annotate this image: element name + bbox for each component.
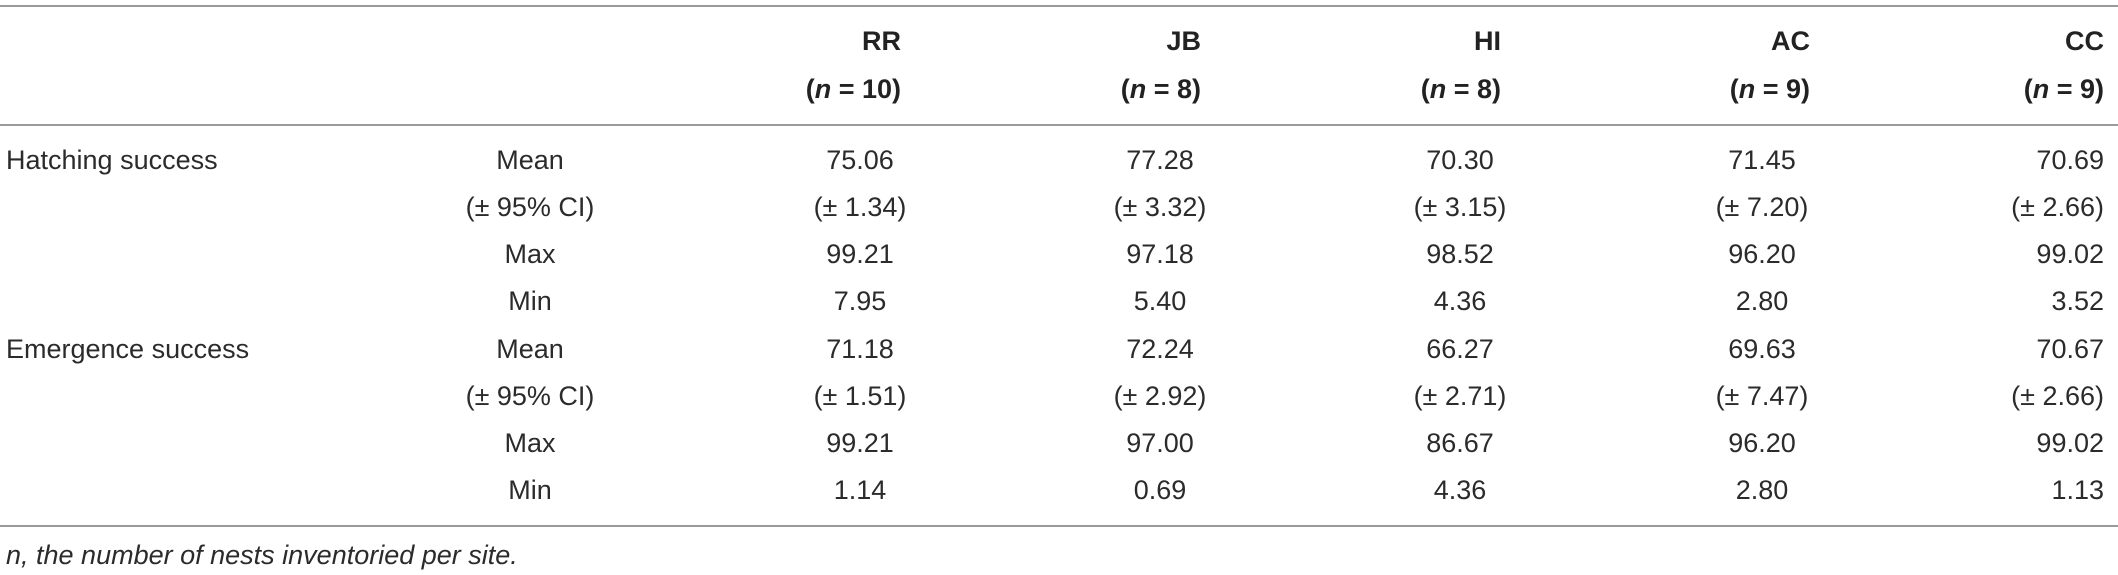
table-cell: 75.06 xyxy=(826,145,894,175)
table-cell: 70.67 xyxy=(2036,334,2104,364)
table-cell: 86.67 xyxy=(1426,428,1494,458)
table-cell: (± 7.20) xyxy=(1715,192,1809,222)
table-cell: 4.36 xyxy=(1433,286,1487,316)
table-cell: 99.21 xyxy=(826,428,894,458)
table-cell: 2.80 xyxy=(1735,286,1789,316)
stat-label: Min xyxy=(508,475,552,505)
column-header-site: AC xyxy=(1771,26,1810,56)
stat-label: Max xyxy=(504,428,556,458)
table-cell: 2.80 xyxy=(1735,475,1789,505)
stat-label: (± 95% CI) xyxy=(465,192,595,222)
row-group-label: Emergence success xyxy=(6,334,250,364)
table-cell: (± 3.32) xyxy=(1113,192,1207,222)
table-bottom-rule xyxy=(0,525,2118,527)
table-cell: 70.69 xyxy=(2036,145,2104,175)
table-cell: 96.20 xyxy=(1728,239,1796,269)
table-cell: 7.95 xyxy=(833,286,887,316)
table-cell: (± 2.92) xyxy=(1113,381,1207,411)
table-cell: 77.28 xyxy=(1126,145,1194,175)
table-cell: 69.63 xyxy=(1728,334,1796,364)
table-cell: 3.52 xyxy=(2051,286,2104,316)
table-cell: 4.36 xyxy=(1433,475,1487,505)
row-group-label: Hatching success xyxy=(6,145,218,175)
table-footnote: n, the number of nests inventoried per s… xyxy=(6,540,518,570)
table-cell: 99.02 xyxy=(2036,239,2104,269)
table-cell: 99.21 xyxy=(826,239,894,269)
column-header-n: (n = 8) xyxy=(1420,74,1501,104)
column-header-n: (n = 9) xyxy=(2023,74,2104,104)
table-cell: 5.40 xyxy=(1133,286,1187,316)
column-header-site: HI xyxy=(1474,26,1501,56)
table-cell: (± 2.66) xyxy=(2011,381,2104,411)
table-cell: (± 2.66) xyxy=(2011,192,2104,222)
table-cell: 70.30 xyxy=(1426,145,1494,175)
table-header-rule xyxy=(0,124,2118,126)
table-cell: (± 7.47) xyxy=(1715,381,1809,411)
table-cell: 97.18 xyxy=(1126,239,1194,269)
table-cell: 96.20 xyxy=(1728,428,1796,458)
table-cell: 98.52 xyxy=(1426,239,1494,269)
stat-label: (± 95% CI) xyxy=(465,381,595,411)
table-cell: 72.24 xyxy=(1126,334,1194,364)
table-cell: 71.18 xyxy=(826,334,894,364)
stat-label: Mean xyxy=(496,145,564,175)
column-header-site: CC xyxy=(2065,26,2104,56)
table-cell: (± 2.71) xyxy=(1413,381,1507,411)
table-top-rule xyxy=(0,5,2118,7)
table-cell: (± 1.51) xyxy=(813,381,907,411)
table-cell: (± 3.15) xyxy=(1413,192,1507,222)
column-header-n: (n = 10) xyxy=(805,74,901,104)
table-cell: 71.45 xyxy=(1728,145,1796,175)
column-header-site: JB xyxy=(1166,26,1201,56)
table-cell: 0.69 xyxy=(1133,475,1187,505)
table-cell: 1.13 xyxy=(2051,475,2104,505)
table-cell: 66.27 xyxy=(1426,334,1494,364)
table-cell: (± 1.34) xyxy=(813,192,907,222)
stat-label: Mean xyxy=(496,334,564,364)
stat-label: Max xyxy=(504,239,556,269)
column-header-site: RR xyxy=(862,26,901,56)
column-header-n: (n = 8) xyxy=(1120,74,1201,104)
column-header-n: (n = 9) xyxy=(1729,74,1810,104)
table-cell: 1.14 xyxy=(833,475,887,505)
table-cell: 97.00 xyxy=(1126,428,1194,458)
table-cell: 99.02 xyxy=(2036,428,2104,458)
stat-label: Min xyxy=(508,286,552,316)
